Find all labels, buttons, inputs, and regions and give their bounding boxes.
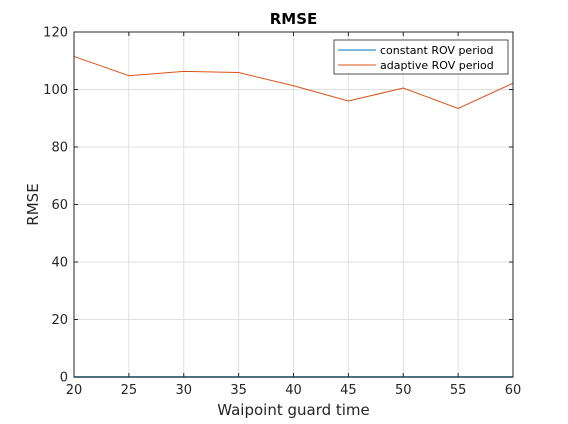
chart-title: RMSE xyxy=(270,10,318,28)
legend-box xyxy=(333,39,509,75)
x-tick-label: 60 xyxy=(505,383,522,398)
y-tick-label: 20 xyxy=(51,313,68,328)
axis-ticks xyxy=(73,31,514,378)
grid-lines xyxy=(74,32,513,377)
y-tick-label: 100 xyxy=(43,83,68,98)
legend: constant ROV period adaptive ROV period xyxy=(333,39,509,75)
x-axis-label: Waipoint guard time xyxy=(217,401,370,419)
x-tick-label: 35 xyxy=(230,383,247,398)
x-tick-label: 40 xyxy=(285,383,302,398)
y-axis-label: RMSE xyxy=(24,183,42,225)
y-tick-label: 0 xyxy=(60,371,68,386)
x-tick-label: 50 xyxy=(395,383,412,398)
x-tick-label: 25 xyxy=(121,383,138,398)
y-tick-label: 80 xyxy=(51,141,68,156)
y-tick-label: 40 xyxy=(51,256,68,271)
y-tick-label: 60 xyxy=(51,198,68,213)
series-line-adaptive xyxy=(73,55,514,110)
x-tick-label: 45 xyxy=(340,383,357,398)
legend-label-constant: constant ROV period xyxy=(380,44,494,57)
y-tick-label: 120 xyxy=(43,26,68,41)
legend-label-adaptive: adaptive ROV period xyxy=(380,59,494,72)
x-tick-label: 20 xyxy=(66,383,83,398)
x-tick-label: 30 xyxy=(175,383,192,398)
x-tick-label: 55 xyxy=(450,383,467,398)
